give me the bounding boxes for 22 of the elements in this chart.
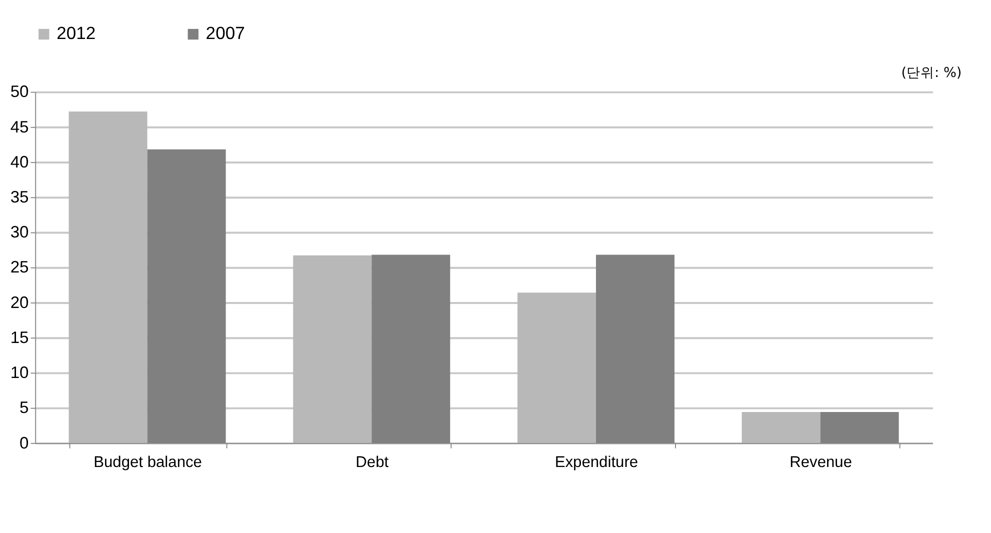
x-tick-label: Debt	[356, 454, 390, 471]
y-tick-label: 40	[10, 152, 29, 172]
legend-label: 2012	[56, 23, 96, 44]
legend-label: 2007	[206, 23, 245, 44]
y-tick-label: 30	[10, 222, 29, 242]
bar	[293, 255, 372, 443]
y-tick-label: 45	[10, 117, 29, 136]
y-tick-label: 15	[10, 328, 29, 347]
x-tick-label: Budget balance	[94, 454, 202, 471]
bar	[68, 111, 148, 443]
x-tick-label: Expenditure	[554, 454, 638, 471]
y-tick-label: 35	[10, 188, 29, 207]
y-tick-label: 0	[20, 433, 29, 452]
text: (단위: %)	[901, 65, 962, 82]
y-tick-label: 5	[20, 398, 29, 418]
x-tick-label: Revenue	[790, 454, 852, 471]
bar	[517, 292, 596, 443]
y-tick-label: 25	[10, 258, 29, 277]
y-tick-label: 20	[10, 292, 29, 312]
y-tick-label: 50	[10, 82, 29, 102]
bar	[742, 412, 820, 443]
y-tick-label: 10	[10, 363, 29, 382]
